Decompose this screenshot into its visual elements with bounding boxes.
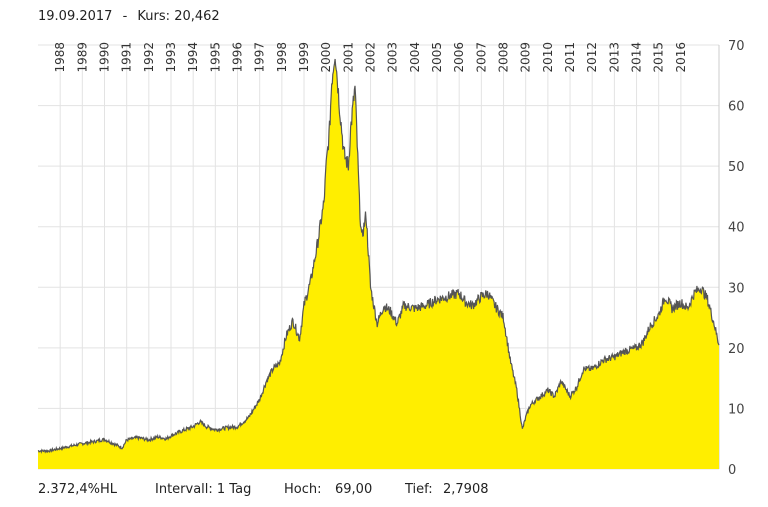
x-tick-label: 1999: [297, 42, 311, 73]
x-tick-label: 2006: [452, 42, 466, 73]
x-tick-label: 2015: [652, 42, 666, 73]
footer-high-label: Hoch:: [284, 482, 322, 497]
x-tick-label: 1996: [231, 42, 245, 73]
footer-performance: 2.372,4%HL: [38, 482, 117, 497]
footer-low-label: Tief:: [405, 482, 433, 497]
x-axis-ticks: 1988 1989 1990 1991 1992 1993 1994 1995 1996 1997…: [53, 42, 688, 73]
x-tick-label: 1990: [98, 42, 112, 73]
x-tick-label: 1998: [275, 42, 289, 73]
x-tick-label: 1991: [120, 42, 134, 73]
y-tick-label: 70: [728, 39, 745, 54]
y-axis-ticks: 0 10 20 30 40 50 60 70: [728, 39, 745, 478]
x-tick-label: 2001: [341, 42, 355, 73]
y-tick-label: 20: [728, 342, 745, 357]
y-tick-label: 50: [728, 160, 745, 175]
footer-high-value: 69,00: [335, 482, 373, 497]
price-area-fill: [38, 59, 719, 469]
x-tick-label: 2011: [563, 42, 577, 73]
y-tick-label: 40: [728, 221, 745, 236]
chart-header: 19.09.2017 - Kurs: 20,462: [38, 9, 220, 24]
x-tick-label: 2012: [585, 42, 599, 73]
x-tick-label: 2010: [541, 42, 555, 73]
y-tick-label: 60: [728, 100, 745, 115]
x-tick-label: 2002: [364, 42, 378, 73]
y-tick-label: 10: [728, 402, 745, 417]
x-tick-label: 1994: [186, 42, 200, 73]
x-tick-label: 2008: [497, 42, 511, 73]
x-tick-label: 2000: [319, 42, 333, 73]
x-tick-label: 2013: [607, 42, 621, 73]
x-tick-label: 2009: [519, 42, 533, 73]
x-tick-label: 1993: [164, 42, 178, 73]
x-tick-label: 2003: [386, 42, 400, 73]
y-tick-label: 30: [728, 281, 745, 296]
x-tick-label: 1988: [53, 42, 67, 73]
x-tick-label: 1997: [253, 42, 267, 73]
x-tick-label: 2007: [474, 42, 488, 73]
header-kurs-label: Kurs:: [137, 9, 171, 24]
header-date: 19.09.2017: [38, 9, 113, 24]
x-tick-label: 2004: [408, 42, 422, 73]
header-kurs-value: 20,462: [174, 9, 220, 24]
footer-interval: Intervall: 1 Tag: [155, 482, 252, 497]
x-tick-label: 2005: [430, 42, 444, 73]
header-separator: -: [122, 9, 128, 24]
y-tick-label: 0: [728, 463, 736, 478]
x-tick-label: 2014: [630, 42, 644, 73]
x-tick-label: 2016: [674, 42, 688, 73]
x-tick-label: 1989: [75, 42, 89, 73]
x-tick-label: 1995: [208, 42, 222, 73]
price-line: [37, 58, 720, 454]
x-tick-label: 1992: [142, 42, 156, 73]
chart-grid: [38, 44, 720, 470]
footer-low-value: 2,7908: [443, 482, 489, 497]
